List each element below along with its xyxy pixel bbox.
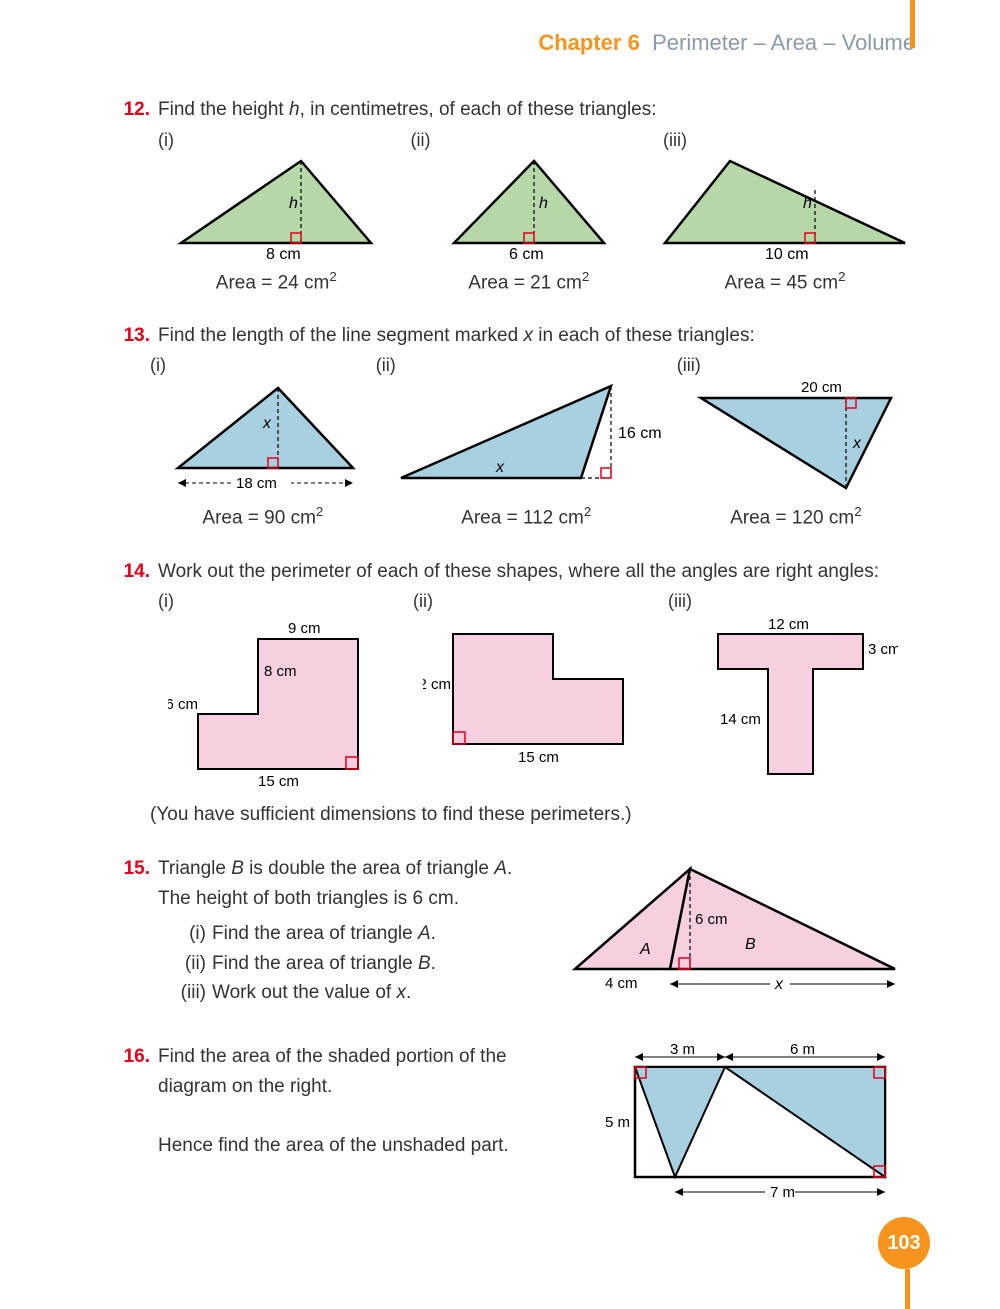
svg-text:3 m: 3 m	[670, 1042, 695, 1058]
svg-text:12 cm: 12 cm	[423, 676, 451, 693]
svg-text:3 cm: 3 cm	[868, 641, 898, 658]
p13-part-i: (i) x 18 cm Area = 90 cm2	[150, 355, 376, 529]
triangle-diagram: h 10 cm	[655, 153, 915, 263]
area-label: Area = 45 cm2	[655, 269, 915, 294]
triangle-diagram: x 18 cm	[158, 378, 368, 498]
svg-text:B: B	[745, 936, 756, 953]
p12-part-i: (i) h 8 cm Area = 24 cm2	[150, 130, 403, 294]
svg-text:10 cm: 10 cm	[765, 246, 809, 263]
area-label: Area = 112 cm2	[376, 504, 677, 529]
part-label: (iii)	[660, 591, 915, 612]
triangle-diagram: h 6 cm	[439, 153, 619, 263]
area-label: Area = 120 cm2	[677, 504, 915, 529]
svg-text:h: h	[803, 195, 812, 212]
svg-text:8 cm: 8 cm	[264, 663, 297, 680]
svg-text:14 cm: 14 cm	[720, 711, 761, 728]
p13-part-ii: (ii) 16 cm x Area = 112 cm2	[376, 355, 677, 529]
p14-note: (You have sufficient dimensions to find …	[150, 804, 915, 826]
page-number-badge: 103	[878, 1217, 930, 1269]
part-label: (i)	[150, 355, 376, 376]
problem-text: Triangle B is double the area of triangl…	[158, 854, 915, 1014]
svg-text:5 m: 5 m	[605, 1114, 630, 1131]
t-shape-diagram: 12 cm 3 cm 14 cm	[678, 614, 898, 784]
triangle-diagram: 16 cm x	[386, 378, 666, 498]
l-shape-diagram: 12 cm 15 cm	[423, 614, 643, 774]
svg-text:7 m: 7 m	[770, 1184, 795, 1201]
triangle-diagram: h 8 cm	[171, 153, 381, 263]
problem-number: 15.	[110, 855, 158, 883]
svg-text:20 cm: 20 cm	[801, 379, 842, 396]
svg-text:x: x	[774, 976, 784, 993]
svg-text:15 cm: 15 cm	[518, 749, 559, 766]
problem-16: 16. Find the area of the shaded portion …	[110, 1042, 915, 1212]
svg-text:6 cm: 6 cm	[168, 696, 198, 713]
line1: Find the area of the shaded portion of t…	[158, 1046, 507, 1096]
area-label: Area = 90 cm2	[150, 504, 376, 529]
svg-text:x: x	[262, 415, 272, 432]
p14-part-i: (i) 9 cm 8 cm 6 cm 15 cm	[150, 591, 405, 794]
part-label: (i)	[150, 130, 403, 151]
p14-part-ii: (ii) 12 cm 15 cm	[405, 591, 660, 794]
svg-text:16 cm: 16 cm	[618, 425, 662, 442]
problem-text: Find the height h, in centimetres, of ea…	[158, 96, 915, 124]
problem-number: 16.	[110, 1043, 158, 1071]
svg-text:6 m: 6 m	[790, 1042, 815, 1058]
page: Chapter 6 Perimeter – Area – Volume 12. …	[0, 0, 1000, 1309]
svg-text:9 cm: 9 cm	[288, 620, 321, 637]
p14-part-iii: (iii) 12 cm 3 cm 14 cm	[660, 591, 915, 794]
chapter-header: Chapter 6 Perimeter – Area – Volume	[110, 30, 915, 56]
problem-number: 13.	[110, 322, 158, 350]
svg-text:6 cm: 6 cm	[509, 246, 544, 263]
problem-13: 13. Find the length of the line segment …	[110, 322, 915, 530]
problem-text: Work out the perimeter of each of these …	[158, 558, 915, 586]
area-label: Area = 24 cm2	[150, 269, 403, 294]
problem-12: 12. Find the height h, in centimetres, o…	[110, 96, 915, 294]
problem-text: Find the length of the line segment mark…	[158, 322, 915, 350]
svg-text:18 cm: 18 cm	[236, 475, 277, 492]
line2: Hence find the area of the unshaded part…	[158, 1135, 509, 1156]
svg-text:8 cm: 8 cm	[266, 246, 301, 263]
l-shape-diagram: 9 cm 8 cm 6 cm 15 cm	[168, 614, 388, 794]
part-label: (ii)	[405, 591, 660, 612]
part-label: (ii)	[376, 355, 677, 376]
svg-text:6 cm: 6 cm	[695, 911, 728, 928]
sub-prefix: (ii)	[172, 949, 206, 978]
problem-14: 14. Work out the perimeter of each of th…	[110, 558, 915, 827]
triangle-diagram: x 20 cm	[686, 378, 906, 498]
line2: The height of both triangles is 6 cm.	[158, 888, 459, 909]
svg-text:x: x	[495, 459, 505, 476]
problem-15: 15. Triangle B is double the area of tri…	[110, 854, 915, 1014]
p16-figure: 3 m 6 m	[575, 1042, 915, 1212]
problem-number: 12.	[110, 96, 158, 124]
p13-part-iii: (iii) x 20 cm Area = 120 cm2	[677, 355, 915, 529]
p12-part-iii: (iii) h 10 cm Area = 45 cm2	[655, 130, 915, 294]
chapter-label: Chapter 6	[538, 30, 639, 55]
problem-text: Find the area of the shaded portion of t…	[158, 1042, 915, 1212]
svg-text:15 cm: 15 cm	[258, 773, 299, 790]
bottom-accent-bar	[905, 1269, 910, 1309]
chapter-title: Perimeter – Area – Volume	[652, 30, 915, 55]
svg-text:12 cm: 12 cm	[768, 616, 809, 633]
svg-text:4 cm: 4 cm	[605, 975, 638, 992]
sub-prefix: (i)	[172, 919, 206, 948]
part-label: (iii)	[677, 355, 915, 376]
top-accent-bar	[910, 0, 915, 48]
part-label: (iii)	[655, 130, 915, 151]
part-label: (ii)	[403, 130, 656, 151]
svg-text:h: h	[539, 195, 548, 212]
part-label: (i)	[150, 591, 405, 612]
area-label: Area = 21 cm2	[403, 269, 656, 294]
sub-prefix: (iii)	[172, 978, 206, 1007]
svg-text:h: h	[289, 195, 298, 212]
svg-text:A: A	[639, 941, 651, 958]
svg-text:x: x	[852, 435, 862, 452]
p15-figure: 6 cm A B 4 cm x	[555, 854, 915, 1014]
p12-part-ii: (ii) h 6 cm Area = 21 cm2	[403, 130, 656, 294]
problem-number: 14.	[110, 558, 158, 586]
